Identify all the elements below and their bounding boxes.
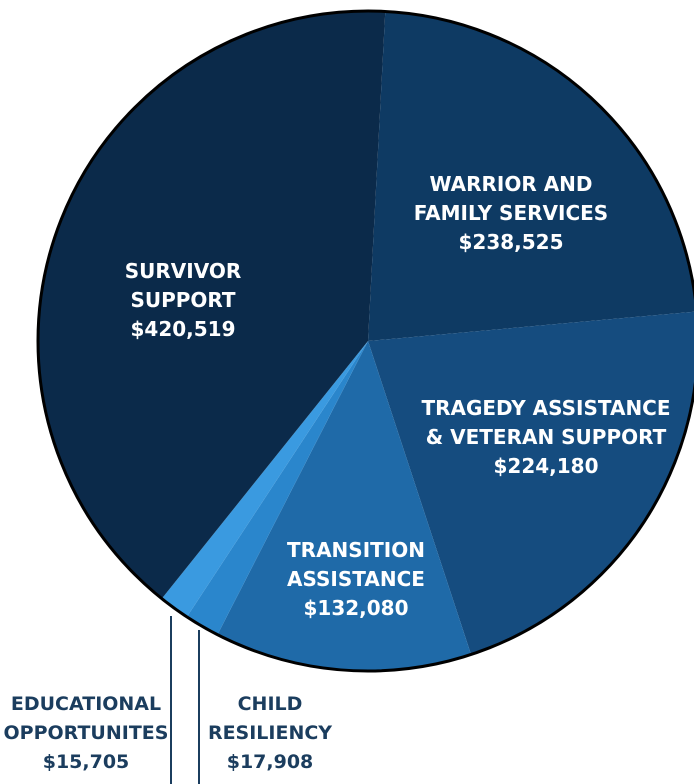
pie-outline bbox=[36, 9, 694, 673]
label-child-resiliency-line-3: $17,908 bbox=[227, 751, 314, 773]
label-transition-assistance-line-3: $132,080 bbox=[303, 596, 408, 620]
slice-transition-assistance bbox=[217, 341, 472, 671]
label-educational-opportunities-line-1: EDUCATIONAL bbox=[11, 693, 161, 715]
label-child-resiliency-line-2: RESILIENCY bbox=[208, 722, 332, 744]
label-warrior-family-services-line-3: $238,525 bbox=[458, 230, 563, 254]
pie-slices bbox=[38, 11, 694, 671]
leader-lines bbox=[170, 616, 200, 784]
slice-labels: SURVIVOR SUPPORT $420,519 WARRIOR AND FAMILY… bbox=[4, 172, 671, 773]
label-transition-assistance-line-2: ASSISTANCE bbox=[287, 567, 425, 591]
label-tragedy-assistance-veteran-support-line-1: TRAGEDY ASSISTANCE bbox=[421, 396, 670, 420]
label-tragedy-assistance-veteran-support-line-3: $224,180 bbox=[493, 454, 598, 478]
slice-child-resiliency bbox=[186, 341, 368, 635]
slice-tragedy-assistance-veteran-support bbox=[368, 311, 694, 655]
label-tragedy-assistance-veteran-support-line-2: & VETERAN SUPPORT bbox=[426, 425, 667, 449]
slice-educational-opportunities bbox=[161, 341, 368, 617]
label-warrior-family-services-line-1: WARRIOR AND bbox=[429, 172, 592, 196]
label-educational-opportunities-line-2: OPPORTUNITES bbox=[4, 722, 169, 744]
slice-warrior-family-services bbox=[368, 11, 694, 341]
label-warrior-family-services-line-2: FAMILY SERVICES bbox=[414, 201, 608, 225]
label-child-resiliency-line-1: CHILD bbox=[238, 693, 303, 715]
label-educational-opportunities-line-3: $15,705 bbox=[43, 751, 130, 773]
label-survivor-support-line-2: SUPPORT bbox=[130, 288, 235, 312]
label-survivor-support-line-3: $420,519 bbox=[130, 317, 235, 341]
slice-survivor-support bbox=[38, 11, 386, 599]
label-survivor-support-line-1: SURVIVOR bbox=[125, 259, 242, 283]
label-transition-assistance-line-1: TRANSITION bbox=[287, 538, 425, 562]
